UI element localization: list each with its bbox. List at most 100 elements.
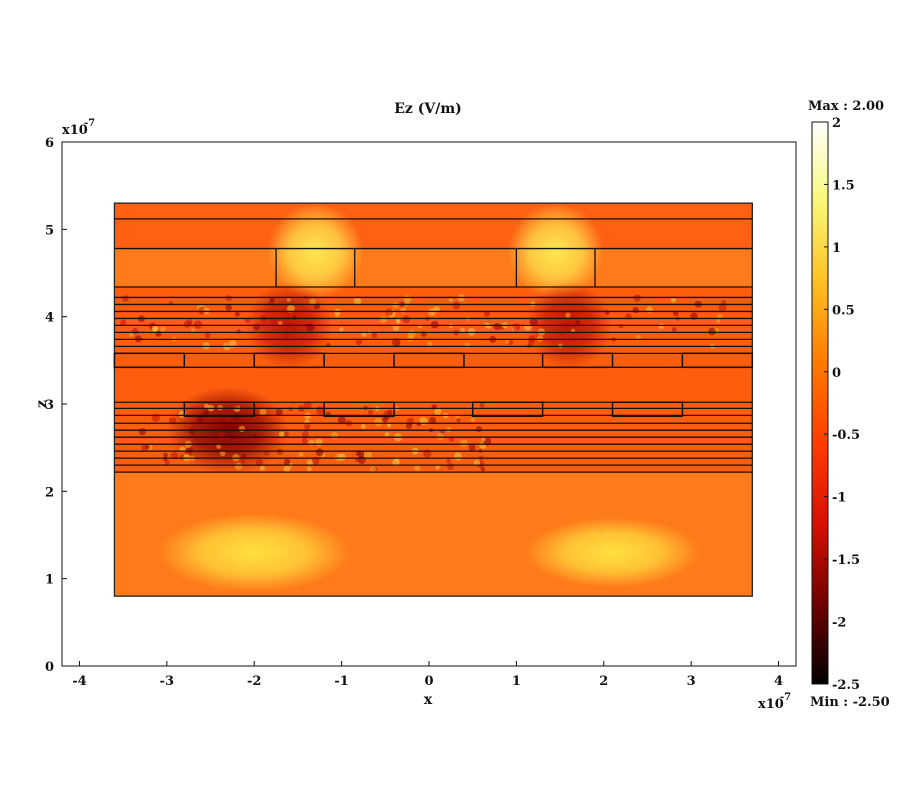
field-speckle [193,320,203,329]
field-speckle [164,459,170,465]
field-speckle [672,310,679,317]
field-speckle [155,330,162,337]
field-speckle [288,406,294,412]
field-speckle [306,466,312,472]
field-speckle [386,423,392,428]
field-speckle [216,444,222,449]
field-speckle [283,465,291,473]
field-speckle [129,332,134,337]
field-speckle [417,324,422,329]
field-speckle [468,444,476,452]
field-speckle [283,431,289,437]
field-speckle [292,315,297,321]
field-speckle [360,424,366,430]
field-speckle [196,415,205,423]
field-speckle [234,462,243,471]
field-speckle [217,431,226,441]
field-speckle [371,332,378,339]
field-speckle [225,304,232,311]
electrode-upper [113,352,186,369]
field-speckle [145,444,150,450]
field-speckle [632,306,639,314]
x-tick-label: -1 [334,674,348,689]
y-tick-label: 6 [45,136,54,151]
colorbar-tick-label: 0.5 [832,303,855,318]
field-speckle [446,458,451,464]
field-speckle [481,437,486,442]
x-axis-ticks: -4 -3 -2 -1 0 1 2 3 4 [72,661,783,689]
x-tick-label: 0 [424,674,433,689]
field-speckle [367,409,373,415]
field-speckle [671,326,677,333]
field-speckle [238,425,246,433]
field-speckle [259,465,265,471]
colorbar: 2 1.5 1 0.5 0 -0.5 -1 -1.5 -2 -2.5 [811,116,860,693]
field-speckle [306,459,313,466]
field-hotspot [507,203,604,300]
field-speckle [160,326,166,332]
field-speckle [374,418,383,427]
field-speckle [275,408,283,416]
field-speckle [355,458,360,463]
x-tick-label: 2 [599,674,608,689]
colorbar-tick-label: -1 [832,491,846,506]
field-speckle [456,417,461,423]
field-speckle [315,406,325,415]
field-speckle [460,439,468,447]
field-speckle [152,326,158,332]
x-tick-label: 1 [512,674,521,689]
field-speckle [453,452,462,461]
x-tick-label: 4 [774,674,783,689]
field-speckle [264,450,270,456]
field-speckle [385,308,393,316]
x-exponent: x10 -7 [758,692,791,712]
field-hotspot [158,513,351,592]
field-speckle [480,466,486,472]
field-speckle [434,407,442,416]
field-speckle [446,462,454,470]
electrode-lower [183,401,255,417]
y-tick-label: 2 [45,485,54,500]
field-speckle [315,438,323,447]
field-speckle [353,297,362,305]
field-speckle [479,402,485,408]
field-speckle [392,458,400,467]
field-speckle [475,425,483,433]
field-speckle [718,303,727,312]
electrode-lower [471,401,544,417]
field-speckle [505,339,510,344]
x-tick-label: 3 [687,674,696,689]
y-exponent-power: -7 [84,118,95,129]
field-speckle [524,323,532,331]
field-speckle [306,323,315,332]
field-speckle [448,298,453,303]
colorbar-max-label: Max : 2.00 [808,99,884,114]
x-tick-label: -2 [247,674,261,689]
field-speckle [301,430,309,438]
field-speckle [429,417,437,425]
field-speckle [298,451,304,457]
field-speckle [240,459,246,464]
field-speckle [670,297,677,303]
field-speckle [708,327,717,336]
field-speckle [138,427,147,436]
field-speckle [392,338,401,347]
x-tick-label: -3 [160,674,174,689]
field-speckle [460,327,465,333]
field-speckle [253,323,261,331]
field-speckle [618,324,624,329]
field-speckle [633,294,641,302]
y-axis-ticks: 0 1 2 3 4 5 6 [45,136,67,675]
field-speckle [575,319,581,325]
field-speckle [357,450,365,458]
y-tick-label: 0 [45,660,54,675]
electrode-upper [681,352,754,369]
field-speckle [355,338,363,346]
field-speckle [565,312,571,318]
y-tick-label: 5 [45,223,54,238]
chart-title: Ez (V/m) [394,101,462,117]
field-speckle [716,319,721,324]
field-speckle [120,319,127,326]
field-speckle [278,431,285,438]
